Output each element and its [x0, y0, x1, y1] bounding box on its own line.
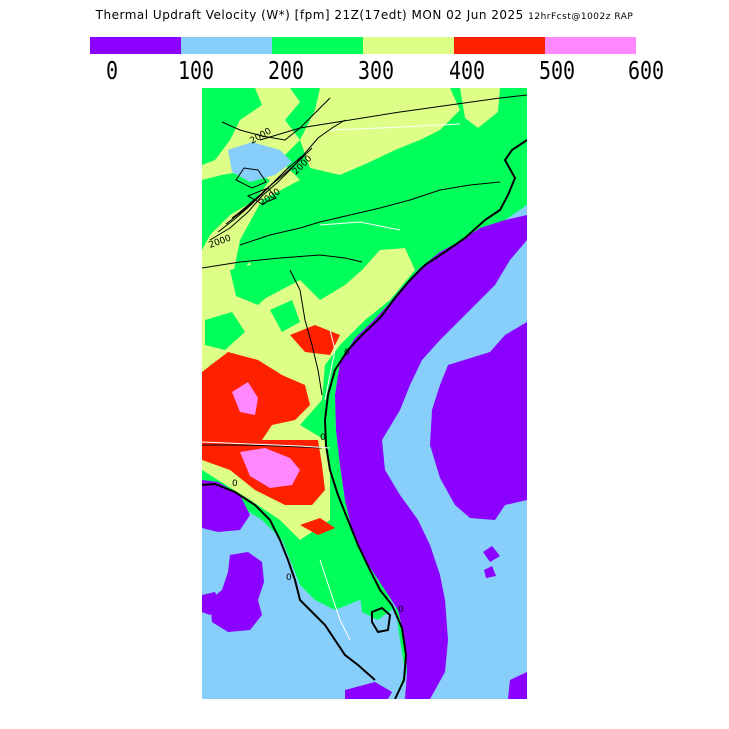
legend-ticks: 0 100 200 300 400 500 600	[0, 56, 729, 88]
map-title: Thermal Updraft Velocity (W*) [fpm] 21Z(…	[0, 8, 729, 22]
region-300-400	[460, 88, 500, 128]
legend-tick-label: 400	[448, 56, 486, 85]
legend-swatch-0-100	[90, 37, 181, 54]
legend-swatch-100-200	[181, 37, 272, 54]
region-200-300	[230, 262, 280, 305]
gulf-coastline	[202, 482, 376, 681]
coast-label: 0	[320, 433, 326, 443]
region-500-600	[232, 382, 258, 415]
region-0-100	[345, 682, 392, 699]
coast-label: 0	[344, 348, 350, 358]
region-0-100	[484, 566, 496, 578]
legend-swatch-300-400	[363, 37, 454, 54]
region-400-500	[290, 325, 340, 355]
region-400-500	[300, 518, 335, 535]
title-main: Thermal Updraft Velocity (W*) [fpm] 21Z(…	[95, 8, 524, 22]
region-500-600	[240, 448, 300, 488]
region-100-200	[228, 142, 292, 182]
region-200-300	[318, 574, 356, 600]
coast-label: 0	[398, 605, 404, 615]
legend-tick-label: 100	[177, 56, 215, 85]
region-200-300	[205, 312, 245, 350]
coast-label: 0	[286, 573, 292, 583]
region-200-300	[295, 235, 335, 270]
county-lines	[202, 123, 461, 641]
title-model: 12hrFcst@1002z RAP	[528, 12, 634, 22]
region-300-400	[300, 88, 460, 175]
legend-swatch-400-500	[454, 37, 545, 54]
coast-label: 0	[232, 479, 238, 489]
legend-swatch-200-300	[272, 37, 363, 54]
legend-tick-label: 0	[105, 56, 119, 85]
region-0-100	[335, 215, 527, 699]
legend-swatch-500-600	[545, 37, 636, 54]
region-100-200	[202, 490, 405, 699]
region-200-300	[202, 170, 270, 250]
legend-tick-label: 600	[627, 56, 665, 85]
height-contours	[209, 97, 346, 241]
legend-tick-label: 200	[267, 56, 305, 85]
region-0-100	[483, 546, 500, 562]
region-0-100	[202, 592, 222, 615]
region-0-100	[210, 552, 264, 632]
color-legend	[90, 37, 636, 54]
coastline	[323, 139, 527, 699]
region-200-300	[270, 300, 300, 332]
legend-tick-label: 500	[538, 56, 576, 85]
lake-okeechobee	[371, 606, 392, 634]
region-0-100	[508, 672, 527, 699]
region-0-100	[202, 480, 250, 532]
region-0-100	[430, 322, 527, 520]
legend-tick-label: 300	[357, 56, 395, 85]
